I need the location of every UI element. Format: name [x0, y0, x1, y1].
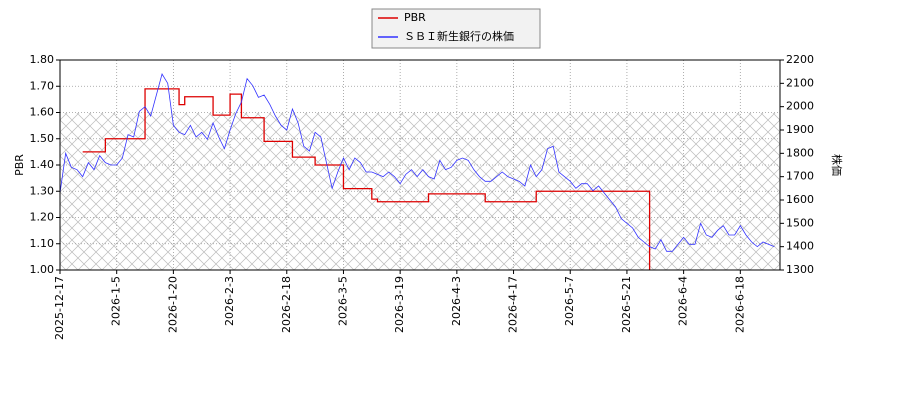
- y2-tick-label: 1300: [786, 263, 814, 276]
- x-tick-label: 2026-6-4: [677, 276, 690, 326]
- x-tick-label: 2026-2-3: [223, 276, 236, 326]
- legend: [371, 8, 541, 49]
- x-tick-label: 2026-6-18: [733, 276, 746, 333]
- y2-tick-label: 2100: [786, 76, 814, 89]
- x-tick-label: 2026-3-5: [336, 276, 349, 326]
- y-tick-label: 1.80: [30, 53, 55, 66]
- x-tick-label: 2026-4-3: [450, 276, 463, 326]
- x-tick-label: 2025-12-17: [53, 276, 66, 340]
- x-tick-label: 2026-1-20: [166, 276, 179, 333]
- legend-label: PBR: [404, 11, 426, 24]
- y-tick-label: 1.10: [30, 237, 55, 250]
- y2-tick-label: 2200: [786, 53, 814, 66]
- y2-tick-label: 1600: [786, 193, 814, 206]
- y-tick-label: 1.40: [30, 158, 55, 171]
- y2-tick-label: 1500: [786, 216, 814, 229]
- y2-tick-label: 1700: [786, 170, 814, 183]
- y2-tick-label: 1900: [786, 123, 814, 136]
- plot: [60, 72, 775, 270]
- x-tick-label: 2026-3-19: [393, 276, 406, 333]
- y-tick-label: 1.60: [30, 106, 55, 119]
- x-tick-label: 2026-5-7: [563, 276, 576, 326]
- y-tick-label: 1.70: [30, 79, 55, 92]
- series-line: [60, 72, 775, 252]
- y2-tick-label: 1400: [786, 240, 814, 253]
- legend-items: PBR ＳＢＩ新生銀行の株価: [378, 11, 514, 43]
- series-line: [82, 88, 651, 270]
- y2-axis-label: 株価: [830, 154, 844, 176]
- y2-tick-label: 2000: [786, 100, 814, 113]
- y-tick-label: 1.00: [30, 263, 55, 276]
- x-tick-label: 2026-1-5: [110, 276, 123, 326]
- x-tick-label: 2026-5-21: [620, 276, 633, 333]
- x-tick-label: 2026-2-18: [280, 276, 293, 333]
- legend-label: ＳＢＩ新生銀行の株価: [404, 29, 514, 43]
- y2-tick-label: 1800: [786, 146, 814, 159]
- y-tick-label: 1.20: [30, 211, 55, 224]
- y-axis-label: PBR: [13, 154, 26, 176]
- y-tick-label: 1.30: [30, 184, 55, 197]
- x-tick-label: 2026-4-17: [507, 276, 520, 333]
- y-tick-label: 1.50: [30, 132, 55, 145]
